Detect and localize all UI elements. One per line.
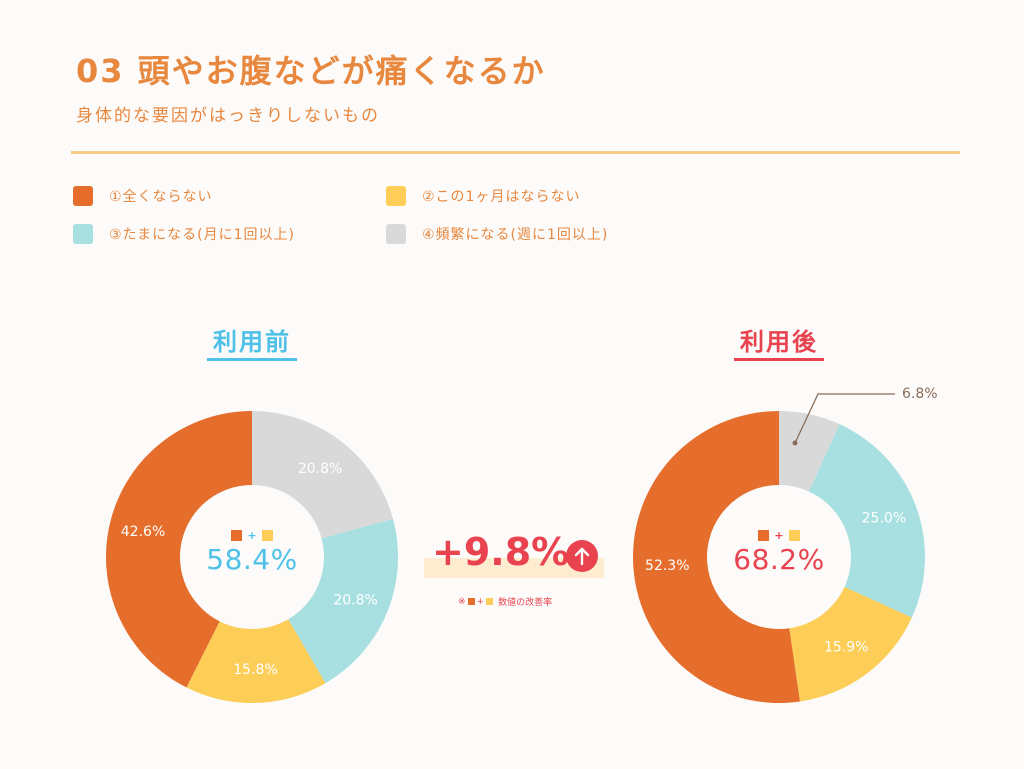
note-mark: ※ [458, 596, 466, 607]
plus-icon: + [247, 529, 257, 542]
chart-title-before: 利用前 [213, 328, 291, 356]
yellow-square-icon [486, 598, 494, 605]
center-summary-before: + 58.4% [172, 530, 332, 576]
center-value-before: 58.4% [206, 543, 298, 576]
slice-sometimes-before [288, 518, 398, 684]
orange-square-icon [758, 530, 770, 541]
yellow-square-icon [261, 530, 273, 541]
legend-item-none: ①全くならない [73, 186, 213, 206]
slice-not-this-month-before [186, 619, 326, 703]
plus-icon: + [774, 529, 784, 542]
improvement-value: +9.8% [432, 530, 570, 574]
center-value-after: 68.2% [733, 543, 825, 576]
improvement-note: ※ + 数値の改善率 [458, 595, 553, 609]
legend-item-not-this-month: ②この1ヶ月はならない [386, 186, 580, 206]
page-title: 03 頭やお腹などが痛くなるか [76, 52, 546, 90]
yellow-square-icon [788, 530, 800, 541]
slice-label-none-before: 42.6% [121, 524, 165, 540]
slice-often-before [252, 411, 393, 539]
improvement-note-text: 数値の改善率 [498, 598, 553, 608]
center-legend-icons: + [172, 530, 332, 541]
slice-none-before [105, 411, 252, 688]
improvement-highlight [424, 558, 604, 578]
plus-icon: + [476, 596, 485, 607]
orange-square-icon [467, 598, 475, 605]
legend-item-sometimes: ③たまになる(月に1回以上) [73, 224, 295, 244]
orange-square-icon [231, 530, 243, 541]
slice-label-sometimes-after: 25.0% [862, 511, 906, 527]
donut-chart-after: 52.3% 15.9% 25.0% [633, 411, 925, 703]
header-divider [71, 151, 960, 154]
page-subtitle: 身体的な要因がはっきりしないもの [76, 106, 380, 126]
center-summary-after: + 68.2% [699, 530, 859, 576]
legend-swatch-orange [73, 186, 93, 206]
legend-swatch-gray [386, 224, 406, 244]
callout-label-often-after: 6.8% [902, 386, 938, 402]
center-legend-icons: + [699, 530, 859, 541]
legend-label: ①全くならない [109, 189, 213, 205]
slice-label-not-this-month-before: 15.8% [233, 662, 277, 678]
slice-none-after [633, 411, 801, 703]
chart-title-after-underline [734, 358, 824, 361]
chart-title-after: 利用後 [740, 328, 818, 356]
donut-chart-before: 42.6% 15.8% 20.8% 20.8% [105, 411, 398, 703]
legend-swatch-yellow [386, 186, 406, 206]
legend-label: ②この1ヶ月はならない [422, 189, 581, 205]
chart-title-before-underline [207, 358, 297, 361]
legend-label: ④頻繁になる(週に1回以上) [422, 227, 609, 243]
legend-swatch-teal [73, 224, 93, 244]
slice-label-none-after: 52.3% [645, 558, 689, 574]
slice-sometimes-after [808, 424, 925, 618]
legend-label: ③たまになる(月に1回以上) [109, 227, 295, 243]
slice-not-this-month-after [789, 586, 912, 702]
slice-label-not-this-month-after: 15.9% [824, 640, 868, 656]
slice-label-often-before: 20.8% [298, 461, 342, 477]
arrow-up-icon [566, 540, 598, 572]
slice-often-after [779, 411, 840, 492]
legend-item-often: ④頻繁になる(週に1回以上) [386, 224, 608, 244]
slice-label-sometimes-before: 20.8% [333, 593, 377, 609]
